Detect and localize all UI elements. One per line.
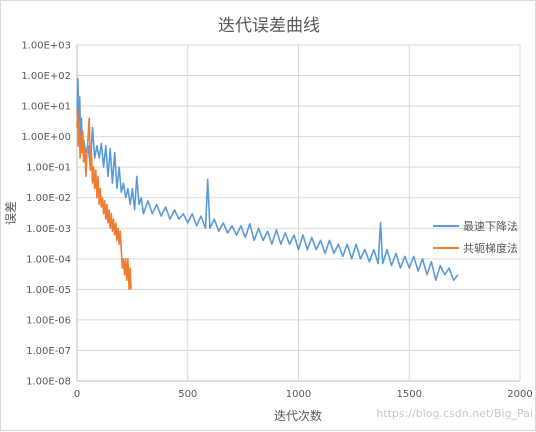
y-tick-label: 1.00E-08 — [26, 377, 71, 388]
y-tick-label: 1.00E-05 — [26, 285, 71, 296]
y-tick-label: 1.00E+00 — [21, 132, 71, 143]
x-tick-label: 500 — [178, 389, 197, 400]
y-axis-title: 误差 — [4, 201, 18, 225]
y-tick-label: 1.00E-07 — [26, 346, 71, 357]
watermark: https://blog.csdn.net/Big_Pai — [376, 407, 533, 420]
y-tick-label: 1.00E-03 — [26, 224, 71, 235]
grid — [76, 44, 521, 382]
x-tick-label: 2000 — [507, 389, 532, 400]
y-tick-label: 1.00E+03 — [21, 41, 71, 52]
chart-title: 迭代误差曲线 — [218, 16, 320, 36]
legend-label: 共轭梯度法 — [463, 241, 518, 255]
x-tick-label: 0 — [74, 389, 80, 400]
series-line-1 — [76, 108, 132, 291]
series-layer — [76, 77, 459, 291]
series-line-0 — [76, 77, 459, 281]
y-tick-label: 1.00E-02 — [26, 193, 71, 204]
y-tick-label: 1.00E-06 — [26, 315, 71, 326]
tick-labels: 1.00E-08 1.00E-07 1.00E-06 1.00E-05 1.00E-04… — [21, 41, 532, 401]
x-axis-title: 迭代次数 — [274, 408, 322, 423]
y-tick-label: 1.00E-04 — [26, 254, 71, 265]
legend-label: 最速下降法 — [463, 219, 518, 233]
y-tick-label: 1.00E+01 — [21, 102, 71, 113]
y-tick-label: 1.00E+02 — [21, 71, 71, 82]
y-tick-label: 1.00E-01 — [26, 163, 71, 174]
x-tick-label: 1500 — [397, 389, 422, 400]
x-tick-label: 1000 — [286, 389, 311, 400]
